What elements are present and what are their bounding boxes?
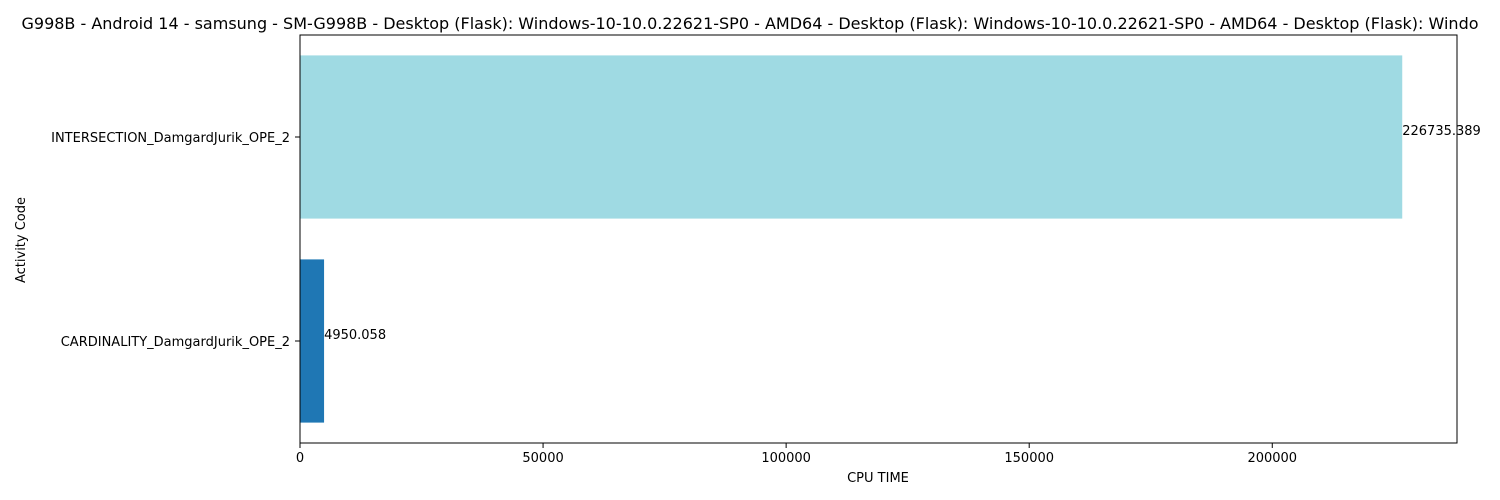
x-axis-ticks: 0 50000 100000 150000 200000 [296, 443, 1297, 466]
y-tick-label: CARDINALITY_DamgardJurik_OPE_2 [61, 335, 290, 350]
y-axis-label: Activity Code [14, 197, 29, 283]
bars-layer: 226735.389 4950.058 [300, 55, 1481, 423]
x-tick-label: 50000 [522, 451, 563, 466]
plot-frame [299, 34, 1458, 444]
x-tick-label: 0 [296, 451, 304, 466]
bar-CARDINALITY_DamgardJurik_OPE_2 [300, 259, 325, 423]
chart-title: G998B - Android 14 - samsung - SM-G998B … [21, 14, 1478, 33]
bar-INTERSECTION_DamgardJurik_OPE_2 [300, 55, 1403, 219]
data-label-INTERSECTION_DamgardJurik_OPE_2: 226735.389 [1402, 124, 1481, 139]
y-tick-label: INTERSECTION_DamgardJurik_OPE_2 [51, 131, 290, 146]
data-label-CARDINALITY_DamgardJurik_OPE_2: 4950.058 [324, 328, 386, 343]
x-tick-label: 200000 [1247, 451, 1297, 466]
y-axis-ticks: INTERSECTION_DamgardJurik_OPE_2 CARDINALI… [51, 131, 300, 350]
x-axis-label: CPU TIME [847, 471, 909, 486]
x-tick-label: 150000 [1004, 451, 1054, 466]
x-tick-label: 100000 [761, 451, 811, 466]
